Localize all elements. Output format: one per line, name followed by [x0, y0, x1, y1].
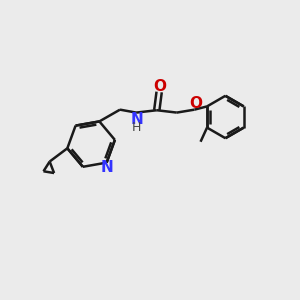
Text: N: N — [130, 112, 143, 128]
Text: H: H — [132, 121, 142, 134]
Text: N: N — [101, 160, 114, 175]
Text: O: O — [189, 96, 202, 111]
Text: O: O — [153, 79, 166, 94]
